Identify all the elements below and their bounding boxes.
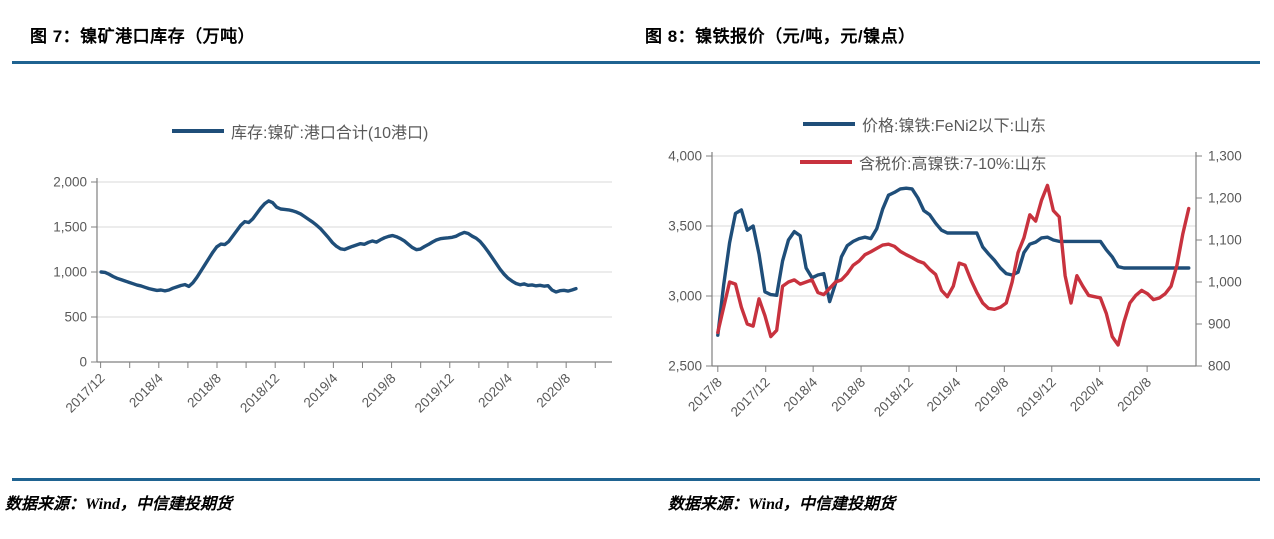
figure7-title: 图 7：镍矿港口库存（万吨）	[30, 27, 256, 46]
y-axis-tick-label: 4,000	[668, 149, 702, 164]
x-axis-tick-label: 2020/8	[1114, 375, 1154, 415]
data-source-note-right: 数据来源：Wind，中信建投期货	[668, 496, 895, 513]
series-line-0	[716, 186, 1191, 337]
x-axis-tick-label: 2020/4	[475, 370, 515, 410]
x-axis-tick-label: 2019/8	[359, 371, 399, 411]
legend-inventory: 库存:镍矿:港口合计(10港口)	[172, 119, 428, 143]
legend-label: 库存:镍矿:港口合计(10港口)	[231, 125, 429, 142]
x-axis-tick-label: 2019/4	[924, 374, 964, 414]
x-axis-tick-label: 2018/12	[871, 375, 916, 420]
x-axis-tick-label: 2018/12	[237, 371, 282, 416]
x-axis-tick-label: 2020/8	[533, 371, 573, 411]
gridlines	[712, 155, 1196, 297]
x-axis-tick-label: 2017/8	[685, 375, 725, 415]
figure8-title: 图 8：镍铁报价（元/吨，元/镍点）	[645, 27, 916, 46]
series-line-1	[716, 183, 1191, 347]
y-axis-tick-label: 3,500	[668, 219, 702, 234]
y-axis-tick-label: 0	[79, 355, 87, 370]
x-axis-tick-label: 2017/12	[63, 371, 108, 416]
legend-line-sample-red	[800, 160, 852, 164]
axis-ticks	[706, 155, 1202, 372]
axes	[711, 152, 1197, 367]
y-axis-tick-label: 2,500	[668, 359, 702, 374]
y-axis-tick-label: 2,000	[53, 175, 87, 190]
y-axis-right-tick-label: 1,000	[1208, 275, 1242, 290]
x-axis-tick-label: 2019/8	[972, 375, 1012, 415]
legend-line-sample-blue	[803, 122, 855, 126]
gridlines	[97, 181, 612, 318]
y-axis-tick-label: 500	[64, 310, 87, 325]
series-lines	[99, 199, 578, 294]
legend-price-red: 含税价:高镍铁:7-10%:山东	[800, 150, 1047, 174]
y-axis-tick-label: 1,500	[53, 220, 87, 235]
x-axis-tick-label: 2017/12	[728, 375, 773, 420]
x-axis-tick-label: 2019/4	[301, 370, 341, 410]
y-axis-right-tick-label: 1,100	[1208, 233, 1242, 248]
x-axis-tick-label: 2018/4	[126, 370, 166, 410]
nickel-iron-price-chart: 2,500 3,000 3,500 4,000 800 900 1,000 1,100 1,20…	[668, 149, 1242, 420]
top-divider-rule	[12, 61, 1260, 64]
series-line-0	[99, 199, 578, 294]
y-axis-right-tick-label: 900	[1208, 317, 1231, 332]
y-axis-tick-label: 3,000	[668, 289, 702, 304]
series-lines	[716, 183, 1191, 347]
legend-label: 含税价:高镍铁:7-10%:山东	[859, 156, 1047, 173]
x-axis-tick-label: 2018/4	[780, 374, 820, 414]
y-axis-right-tick-label: 800	[1208, 359, 1231, 374]
x-axis-tick-label: 2019/12	[412, 371, 457, 416]
data-source-note-left: 数据来源：Wind，中信建投期货	[5, 496, 232, 513]
x-axis-tick-label: 2018/8	[828, 375, 868, 415]
legend-label: 价格:镍铁:FeNi2以下:山东	[862, 118, 1047, 135]
y-axis-right-tick-label: 1,300	[1208, 149, 1242, 164]
y-axis-right-tick-label: 1,200	[1208, 191, 1242, 206]
legend-line-sample-blue	[172, 129, 224, 133]
nickel-ore-inventory-chart: 0 500 1,000 1,500 2,000 2017/12 2018/4 2018/8 20…	[53, 175, 612, 416]
x-axis-tick-label: 2019/12	[1014, 375, 1059, 420]
x-axis-tick-label: 2018/8	[184, 371, 224, 411]
axis-labels: 0 500 1,000 1,500 2,000 2017/12 2018/4 2018/8 20…	[53, 175, 573, 416]
legend-price-blue: 价格:镍铁:FeNi2以下:山东	[803, 112, 1046, 136]
y-axis-tick-label: 1,000	[53, 265, 87, 280]
axes	[96, 178, 612, 363]
axis-ticks	[91, 181, 596, 368]
x-axis-tick-label: 2020/4	[1067, 374, 1107, 414]
bottom-divider-rule	[12, 478, 1260, 481]
